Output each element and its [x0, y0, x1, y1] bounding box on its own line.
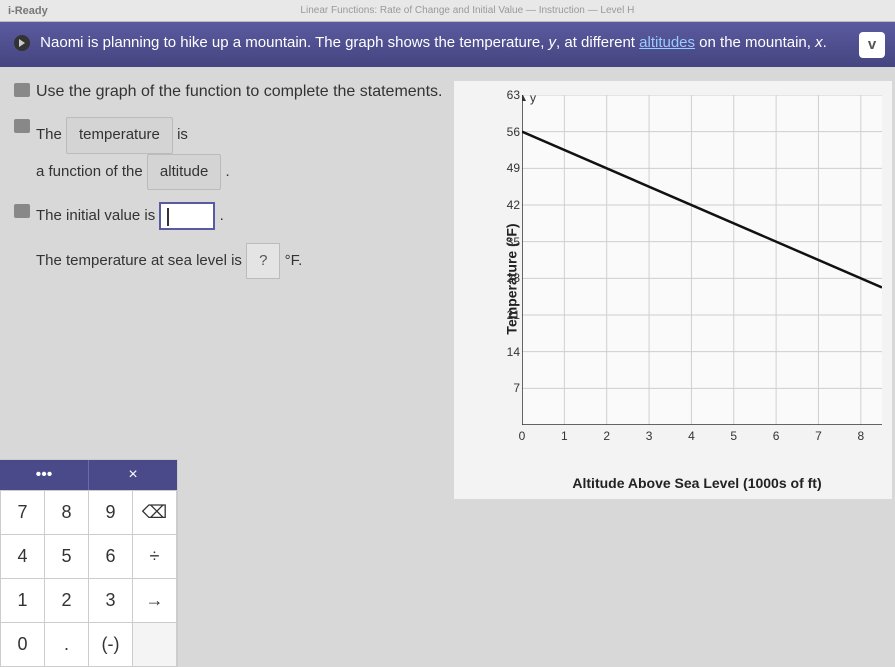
- dropdown-temperature[interactable]: temperature: [66, 117, 173, 154]
- keypad-key[interactable]: →: [133, 579, 177, 623]
- y-tick-label: 35: [500, 235, 520, 249]
- keypad-key[interactable]: 5: [45, 535, 89, 579]
- problem-text-2: , at different: [556, 34, 639, 51]
- keypad-key[interactable]: .: [45, 623, 89, 667]
- statement-3: The temperature at sea level is ? °F.: [14, 243, 444, 280]
- x-tick-label: 7: [815, 429, 822, 443]
- work-area: Use the graph of the function to complet…: [0, 67, 895, 499]
- keypad-tab-close[interactable]: ×: [89, 460, 177, 490]
- audio-icon[interactable]: [14, 204, 30, 218]
- x-axis-label: Altitude Above Sea Level (1000s of ft): [502, 475, 892, 491]
- statement-2: The initial value is .: [14, 202, 444, 231]
- statement-1: The temperature is a function of the alt…: [14, 117, 444, 190]
- graph-area: Temperature (°F) 71421283542495663 01234…: [472, 89, 892, 469]
- left-column: Use the graph of the function to complet…: [14, 81, 444, 291]
- keypad-key[interactable]: 9: [89, 491, 133, 535]
- problem-text-4: .: [823, 34, 827, 51]
- audio-play-icon[interactable]: [14, 35, 30, 51]
- stmt1-line2post: .: [225, 163, 229, 180]
- dropdown-altitude[interactable]: altitude: [147, 154, 221, 191]
- keypad-tab-more[interactable]: •••: [0, 460, 89, 490]
- problem-text-1: Naomi is planning to hike up a mountain.…: [40, 34, 548, 51]
- stmt1-pre: The: [36, 126, 66, 143]
- keypad-key: [133, 623, 177, 667]
- x-tick-label: 1: [561, 429, 568, 443]
- keypad: ••• × 789⌫ 456÷ 123→ 0.(-): [0, 459, 178, 667]
- keypad-grid: 789⌫ 456÷ 123→ 0.(-): [0, 490, 177, 667]
- x-tick-label: 4: [688, 429, 695, 443]
- x-tick-label: 3: [646, 429, 653, 443]
- chart-plot: [522, 95, 882, 425]
- y-tick-label: 49: [500, 161, 520, 175]
- stmt1-mid: is: [177, 126, 188, 143]
- keypad-key[interactable]: ⌫: [133, 491, 177, 535]
- sea-level-answer[interactable]: ?: [246, 243, 280, 280]
- glossary-link-altitudes[interactable]: altitudes: [639, 34, 695, 51]
- x-tick-label: 8: [857, 429, 864, 443]
- y-tick-label: 7: [500, 381, 520, 395]
- keypad-key[interactable]: 4: [1, 535, 45, 579]
- keypad-key[interactable]: ÷: [133, 535, 177, 579]
- keypad-key[interactable]: 2: [45, 579, 89, 623]
- app-top-bar: i-Ready Linear Functions: Rate of Change…: [0, 0, 895, 22]
- x-tick-label: 5: [730, 429, 737, 443]
- graph-panel: Temperature (°F) 71421283542495663 01234…: [454, 81, 892, 499]
- instruction-label: Use the graph of the function to complet…: [36, 83, 442, 100]
- breadcrumb: Linear Functions: Rate of Change and Ini…: [48, 5, 887, 16]
- x-tick-label: 6: [773, 429, 780, 443]
- stmt3-pre: The temperature at sea level is: [36, 252, 246, 269]
- chevron-down-icon[interactable]: v: [859, 32, 885, 58]
- initial-value-input[interactable]: [159, 202, 215, 230]
- stmt3-unit: °F.: [285, 252, 303, 269]
- keypad-key[interactable]: 8: [45, 491, 89, 535]
- keypad-key[interactable]: 1: [1, 579, 45, 623]
- var-x: x: [815, 34, 823, 51]
- var-y: y: [549, 34, 557, 51]
- y-tick-label: 21: [500, 308, 520, 322]
- keypad-key[interactable]: 6: [89, 535, 133, 579]
- x-tick-label: 2: [603, 429, 610, 443]
- problem-text-3: on the mountain,: [695, 34, 815, 51]
- problem-header: Naomi is planning to hike up a mountain.…: [0, 22, 895, 67]
- y-tick-label: 42: [500, 198, 520, 212]
- y-tick-label: 14: [500, 345, 520, 359]
- keypad-key[interactable]: 7: [1, 491, 45, 535]
- brand-label: i-Ready: [8, 5, 48, 17]
- y-tick-label: 63: [500, 88, 520, 102]
- y-tick-label: 56: [500, 125, 520, 139]
- keypad-key[interactable]: (-): [89, 623, 133, 667]
- x-tick-label: 0: [519, 429, 526, 443]
- stmt1-line2pre: a function of the: [36, 163, 147, 180]
- y-var-label: y: [530, 91, 536, 105]
- stmt2-post: .: [220, 207, 224, 224]
- keypad-key[interactable]: 3: [89, 579, 133, 623]
- keypad-key[interactable]: 0: [1, 623, 45, 667]
- text-cursor: [167, 208, 169, 226]
- keypad-tabs: ••• ×: [0, 460, 177, 490]
- y-tick-label: 28: [500, 271, 520, 285]
- instruction-text: Use the graph of the function to complet…: [14, 81, 444, 103]
- stmt2-pre: The initial value is: [36, 207, 159, 224]
- audio-icon[interactable]: [14, 83, 30, 97]
- audio-icon[interactable]: [14, 119, 30, 133]
